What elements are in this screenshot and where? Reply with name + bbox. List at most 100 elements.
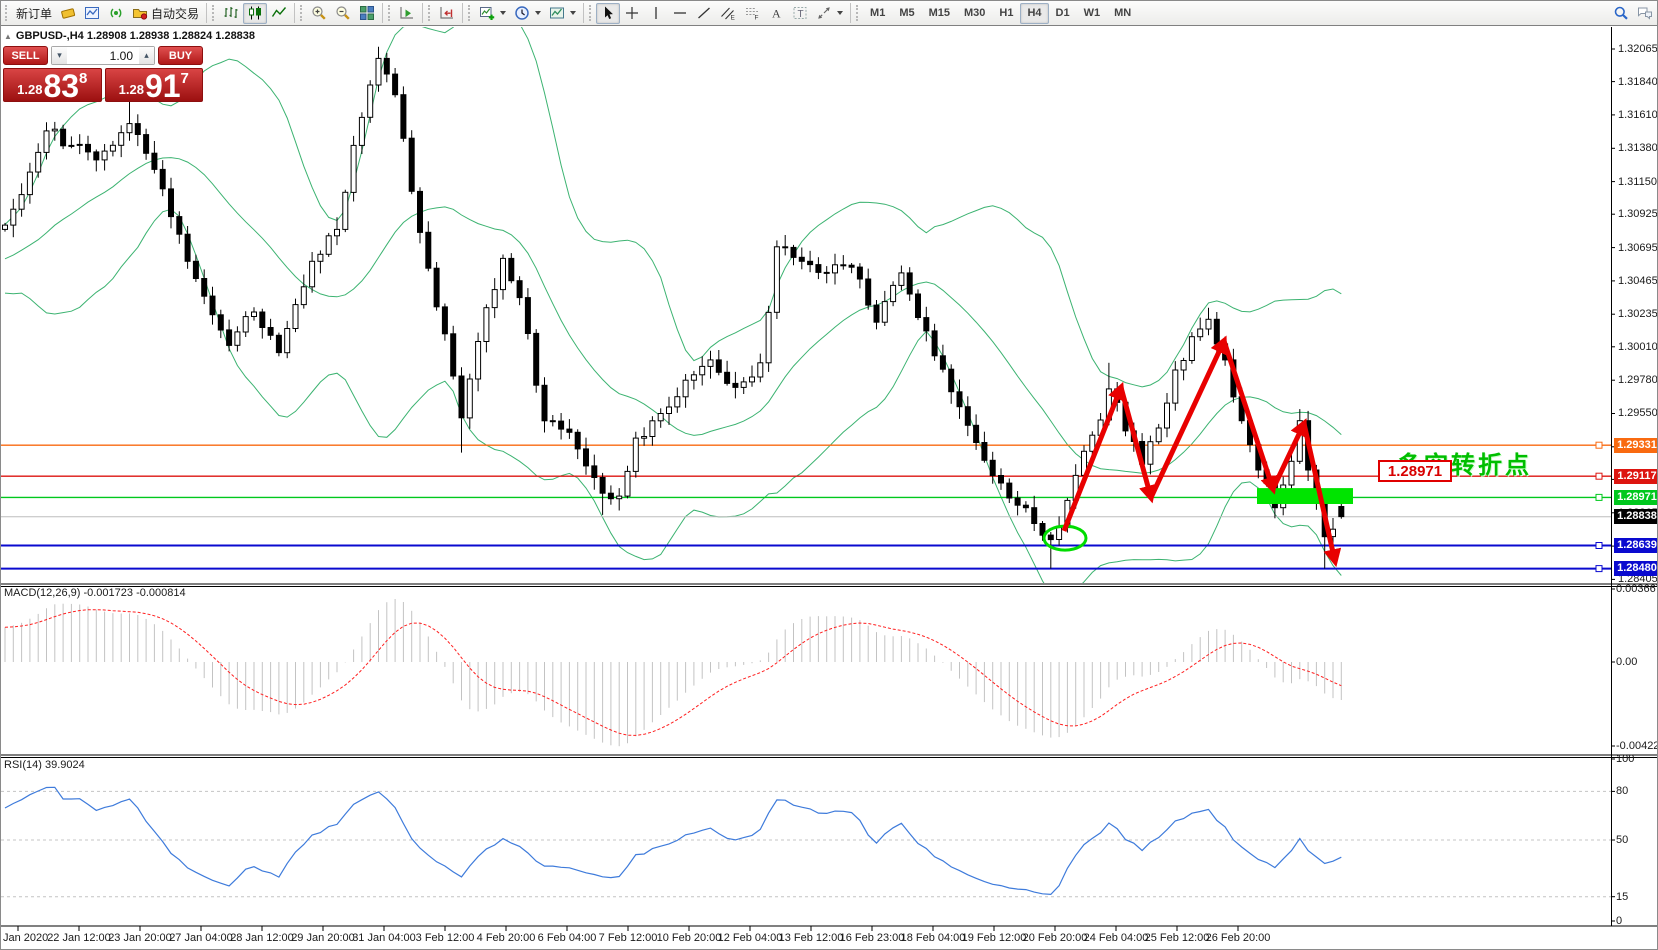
zoom-out-button[interactable] xyxy=(331,3,355,24)
auto-trading-button[interactable]: 自动交易 xyxy=(128,3,203,24)
line-handle[interactable] xyxy=(1595,472,1603,480)
rsi-axis-tick: 100 xyxy=(1616,753,1635,765)
line-chart-button[interactable] xyxy=(267,3,291,24)
ticket-icon xyxy=(61,8,76,19)
new-chart-button[interactable] xyxy=(475,3,510,24)
profiles-button[interactable] xyxy=(510,3,545,24)
price-callout-label[interactable]: 1.28971 xyxy=(1378,460,1452,482)
chart-canvas[interactable] xyxy=(1,27,1658,950)
candle xyxy=(1022,501,1029,513)
new-order-button[interactable]: 新订单 xyxy=(12,3,56,24)
template-icon xyxy=(550,7,565,19)
support-zone-rectangle[interactable] xyxy=(1257,488,1353,504)
candle xyxy=(1180,357,1187,381)
bar-chart-button[interactable] xyxy=(219,3,243,24)
candle xyxy=(234,326,241,352)
candle xyxy=(715,350,722,376)
candle xyxy=(873,300,880,330)
tf-m1-button[interactable]: M1 xyxy=(863,3,892,24)
rsi-pane-separator[interactable] xyxy=(1,753,1658,760)
time-axis-label: 26 Feb 20:00 xyxy=(1205,932,1271,944)
text-label-button[interactable]: T xyxy=(788,3,812,24)
chat-button[interactable] xyxy=(1633,3,1657,24)
price-axis-tick: 1.30465 xyxy=(1618,275,1658,287)
candle xyxy=(325,232,332,257)
tf-h4-button[interactable]: H4 xyxy=(1020,2,1049,24)
panel-collapse-arrow[interactable]: ▲ xyxy=(4,31,12,41)
fibonacci-button[interactable]: F xyxy=(740,3,764,24)
candle xyxy=(964,396,971,437)
candles-layer xyxy=(2,46,1345,569)
tf-mn-button[interactable]: MN xyxy=(1107,3,1138,24)
auto-scroll-button[interactable] xyxy=(395,3,419,24)
candle xyxy=(118,125,125,158)
candle xyxy=(317,250,324,274)
toolbar-separator xyxy=(462,3,464,23)
text-button[interactable]: A xyxy=(764,3,788,24)
linechart-icon xyxy=(271,7,287,17)
candle xyxy=(549,415,556,427)
ticket-icon-button[interactable] xyxy=(56,3,80,24)
profiles-icon xyxy=(515,6,529,20)
candle xyxy=(10,198,17,238)
zigzag-arrows[interactable] xyxy=(1061,335,1342,568)
candle xyxy=(60,124,67,150)
vertical-line-button[interactable] xyxy=(644,3,668,24)
svg-text:E: E xyxy=(731,15,736,22)
dropdown-arrow-icon[interactable] xyxy=(837,11,844,15)
line-handle[interactable] xyxy=(1595,441,1603,449)
candle xyxy=(292,298,299,333)
sell-button[interactable]: SELL xyxy=(3,46,48,65)
zoom-in-button[interactable] xyxy=(307,3,331,24)
sell-price-box[interactable]: 1.28 83 8 xyxy=(3,68,102,102)
line-handle[interactable] xyxy=(1595,565,1603,573)
tf-m5-button[interactable]: M5 xyxy=(892,3,921,24)
candle xyxy=(1047,532,1054,569)
dropdown-arrow-icon[interactable] xyxy=(570,11,577,15)
crosshair-button[interactable] xyxy=(620,3,644,24)
market-watch-button[interactable] xyxy=(80,3,104,24)
candle xyxy=(599,472,606,515)
price-level-label: 1.28480 xyxy=(1614,561,1657,576)
candle xyxy=(417,187,423,244)
price-axis-tick: 1.29780 xyxy=(1618,374,1658,386)
candle xyxy=(159,160,166,197)
tf-m30-button[interactable]: M30 xyxy=(957,3,992,24)
buy-price-box[interactable]: 1.28 91 7 xyxy=(104,68,203,102)
tf-h1-button[interactable]: H1 xyxy=(992,3,1020,24)
svg-text:A: A xyxy=(772,7,781,21)
macd-pane-separator[interactable] xyxy=(1,582,1658,589)
templates-button[interactable] xyxy=(545,3,580,24)
chart-title-text: GBPUSD-,H4 1.28908 1.28938 1.28824 1.288… xyxy=(15,30,256,42)
toolbar-grip xyxy=(212,5,216,21)
line-handle[interactable] xyxy=(1595,542,1603,549)
trendline-button[interactable] xyxy=(692,3,716,24)
price-axis-tick: 1.31380 xyxy=(1618,142,1658,154)
candle xyxy=(1172,361,1179,411)
candle xyxy=(450,325,457,380)
tf-w1-button[interactable]: W1 xyxy=(1077,3,1108,24)
horizontal-line-button[interactable] xyxy=(668,3,692,24)
buy-button[interactable]: BUY xyxy=(158,46,203,65)
candle xyxy=(101,144,108,171)
search-button[interactable] xyxy=(1609,3,1633,24)
cursor-button[interactable] xyxy=(596,2,621,24)
candlestick-chart-button[interactable] xyxy=(243,2,268,24)
signals-button[interactable] xyxy=(104,3,128,24)
dropdown-arrow-icon[interactable] xyxy=(500,11,507,15)
tf-d1-button[interactable]: D1 xyxy=(1049,3,1077,24)
volume-decrease-button[interactable]: ▾ xyxy=(52,47,67,64)
tf-m15-button[interactable]: M15 xyxy=(922,3,957,24)
line-handle[interactable] xyxy=(1595,493,1603,501)
chart-shift-button[interactable] xyxy=(435,3,459,24)
dropdown-arrow-icon[interactable] xyxy=(535,11,542,15)
candle xyxy=(18,183,25,217)
volume-input[interactable] xyxy=(67,47,139,64)
arrows-button[interactable] xyxy=(812,3,847,24)
equidistant-channel-button[interactable]: E xyxy=(716,3,740,24)
candle xyxy=(483,304,490,353)
tile-windows-button[interactable] xyxy=(355,3,379,24)
zoomout-icon xyxy=(336,6,350,20)
fibo-icon: F xyxy=(746,8,759,21)
volume-increase-button[interactable]: ▴ xyxy=(139,47,154,64)
